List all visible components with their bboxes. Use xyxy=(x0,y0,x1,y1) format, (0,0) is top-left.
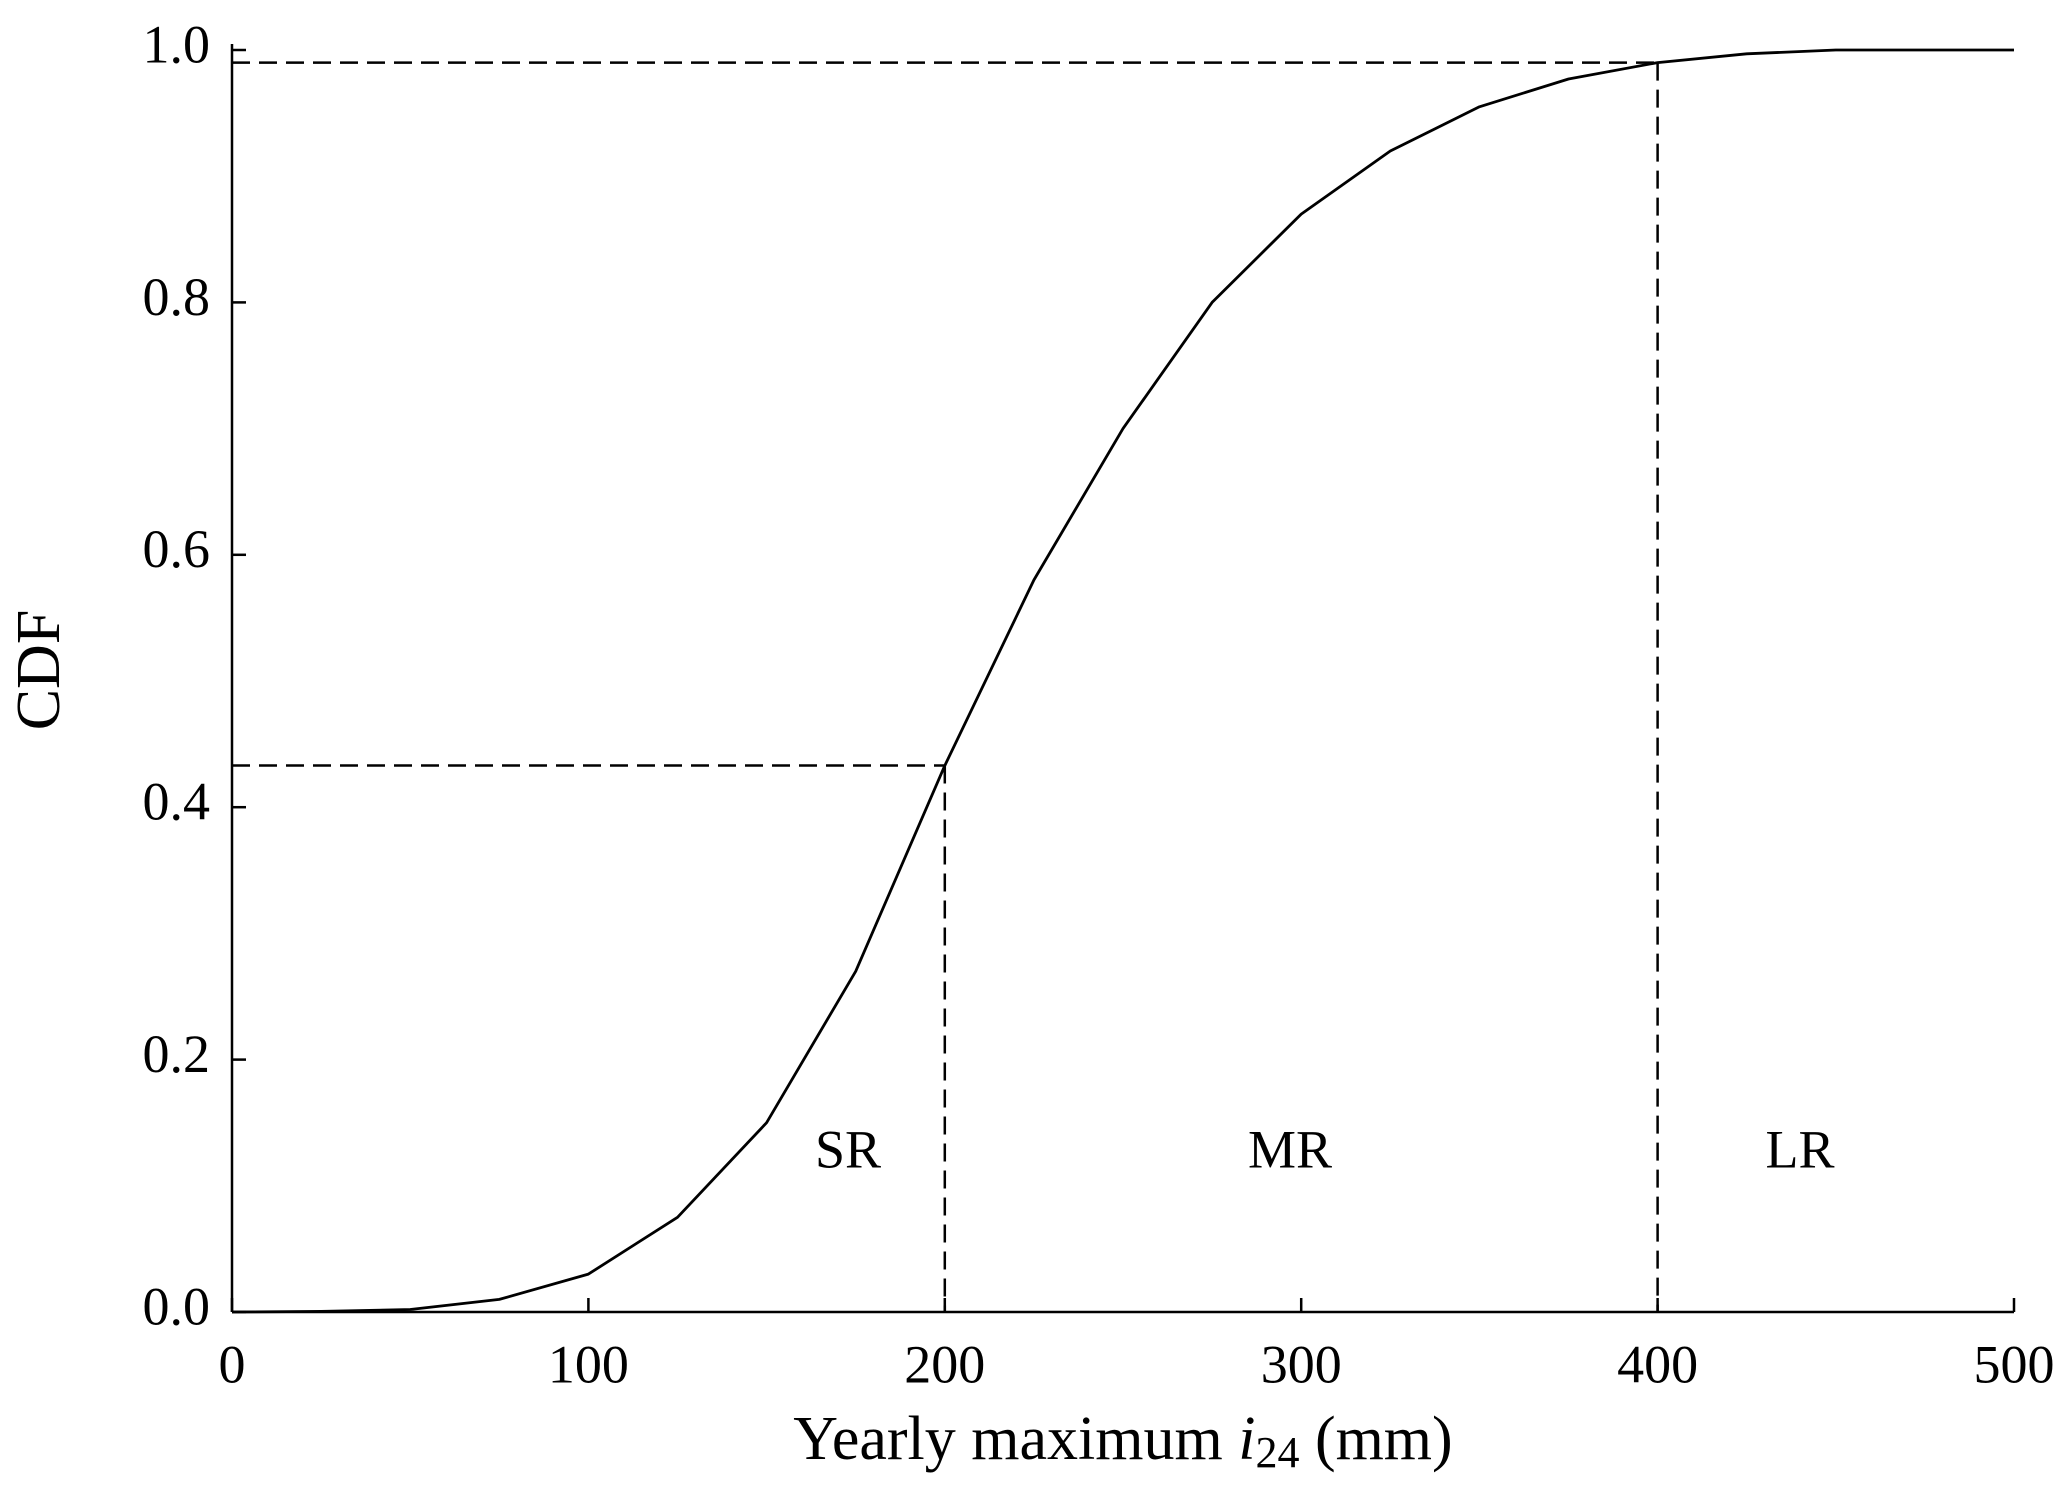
region-label: SR xyxy=(815,1119,881,1179)
x-tick-label: 0 xyxy=(219,1334,246,1394)
y-tick-label: 0.8 xyxy=(143,267,211,327)
y-tick-label: 0.6 xyxy=(143,519,211,579)
y-tick-label: 0.0 xyxy=(143,1276,211,1336)
cdf-line xyxy=(231,48,2014,1314)
y-tick-label: 0.2 xyxy=(143,1024,211,1084)
x-label-subscript: 24 xyxy=(1255,1428,1299,1477)
x-tick-label: 300 xyxy=(1261,1334,1342,1394)
x-tick-label: 400 xyxy=(1617,1334,1698,1394)
region-label: LR xyxy=(1765,1119,1834,1179)
x-axis-label: Yearly maximum i24 (mm) xyxy=(793,1405,1452,1485)
x-tick-label: 500 xyxy=(1974,1334,2055,1394)
x-label-variable: i xyxy=(1238,1405,1255,1473)
x-label-unit: (mm) xyxy=(1315,1405,1453,1473)
x-tick-label: 100 xyxy=(548,1334,629,1394)
y-axis-label: CDF xyxy=(5,610,73,731)
x-tick-label: 200 xyxy=(904,1334,985,1394)
y-tick-label: 1.0 xyxy=(143,14,211,74)
y-tick-label: 0.4 xyxy=(143,772,211,832)
region-label: MR xyxy=(1248,1119,1332,1179)
x-label-text: Yearly maximum xyxy=(793,1405,1222,1473)
